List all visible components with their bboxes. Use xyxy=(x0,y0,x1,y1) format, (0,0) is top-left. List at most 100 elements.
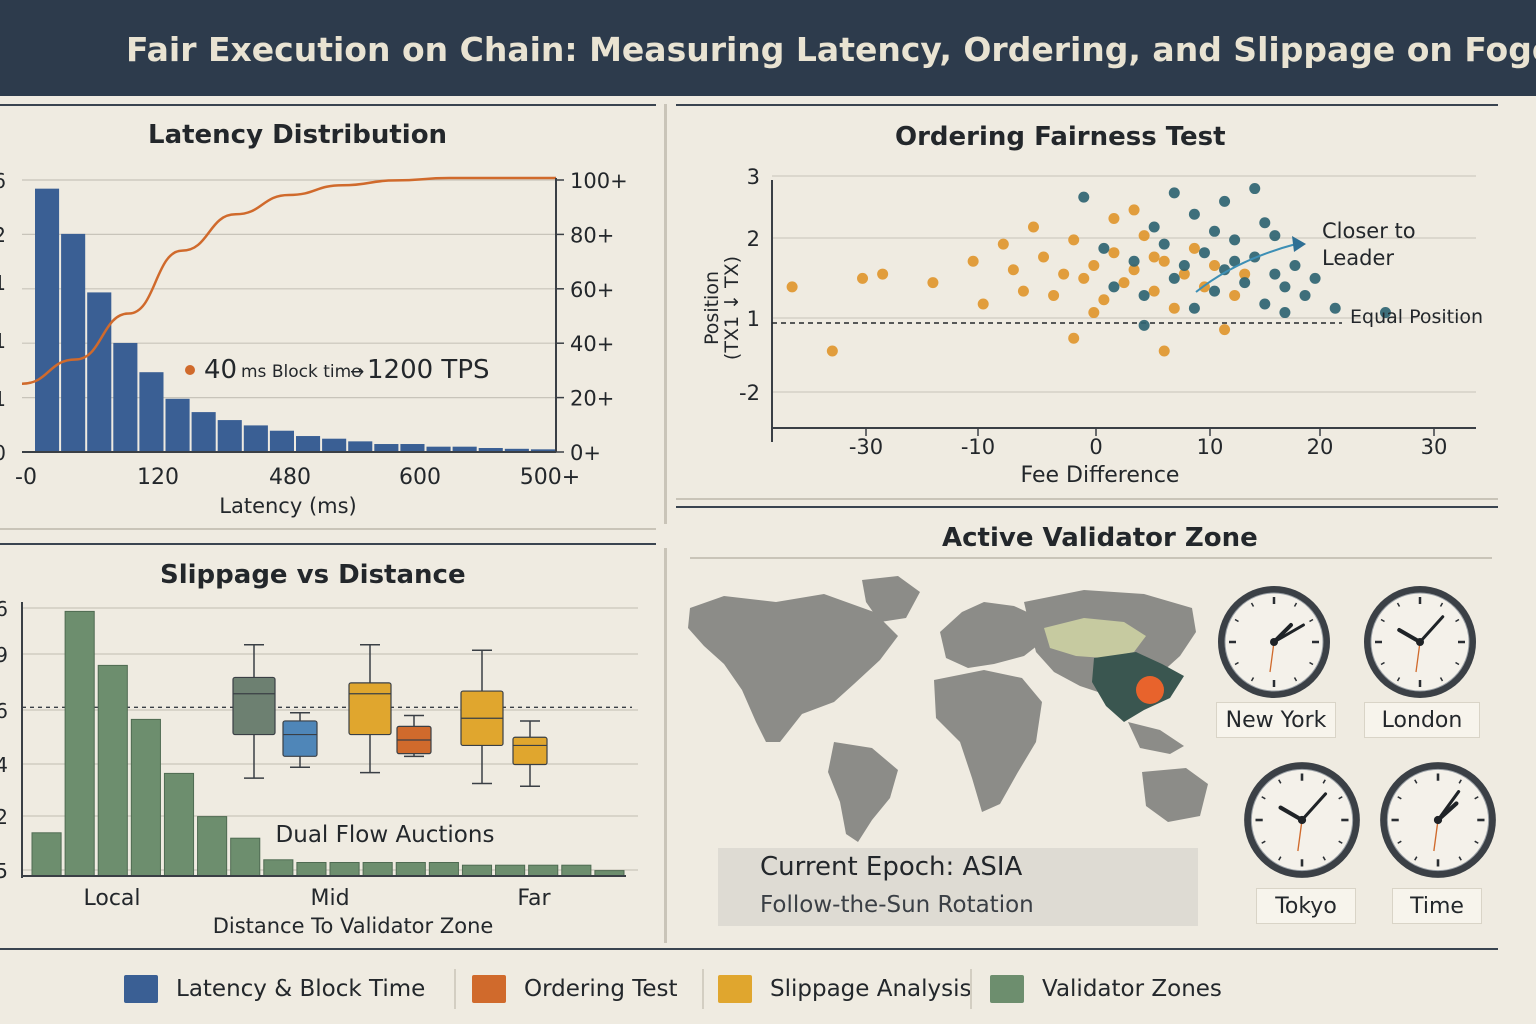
latency-bar xyxy=(478,448,503,452)
slippage-bar xyxy=(163,772,195,877)
scatter-point xyxy=(1148,221,1160,233)
clock-tick xyxy=(1261,796,1266,800)
latency-bar xyxy=(426,446,451,452)
clock-hour-hand xyxy=(1397,628,1422,644)
scatter-point xyxy=(1158,255,1170,267)
scatter-point xyxy=(1209,260,1221,272)
divider xyxy=(690,557,1492,559)
scatter-point xyxy=(1098,242,1110,254)
latency-bar xyxy=(217,420,242,452)
legend-label: Ordering Test xyxy=(524,976,678,1002)
callout-line-1: Closer to xyxy=(1322,219,1416,243)
clock-tick xyxy=(1380,618,1385,623)
annotation-label: Dual Flow Auctions xyxy=(276,822,495,848)
clock-tick xyxy=(1414,856,1418,861)
scatter-point xyxy=(1178,268,1190,280)
x-tick-label: Mid xyxy=(310,886,349,911)
x-tick-label: -0 xyxy=(15,465,37,490)
scatter-point xyxy=(1239,277,1251,289)
clock-tick xyxy=(1293,602,1298,607)
scatter-point xyxy=(1148,285,1160,297)
x-tick-label: 120 xyxy=(137,465,179,490)
callout-line-2: Leader xyxy=(1322,246,1394,270)
clock-center xyxy=(1416,638,1424,646)
scatter-point xyxy=(1219,264,1231,276)
header-bar: Fair Execution on Chain: Measuring Laten… xyxy=(0,0,1536,96)
y-tick-label: 6 xyxy=(0,597,8,621)
scatter-point xyxy=(877,268,889,280)
latency-bar xyxy=(191,412,216,452)
scatter-point xyxy=(1058,268,1070,280)
latency-title: Latency Distribution xyxy=(148,120,448,150)
scatter-point xyxy=(1138,230,1150,242)
latency-chart: 0 1 1 1 2 6 0+ 20+ 40+ 60+ 80+ 100+ -0 120 480 600 500… xyxy=(0,169,628,518)
scatter-point xyxy=(1188,208,1200,220)
clock-center xyxy=(1297,815,1307,825)
epoch-subtitle: Follow-the-Sun Rotation xyxy=(760,892,1034,918)
scatter-point xyxy=(1078,191,1090,203)
slippage-bar xyxy=(230,837,261,877)
scatter-point xyxy=(1038,251,1050,263)
scatter-point xyxy=(1158,238,1170,250)
x-tick-label: -10 xyxy=(961,435,995,459)
active-zone-highlight xyxy=(1044,618,1146,658)
clock-minute-hand xyxy=(1300,792,1328,822)
clock-tick xyxy=(1474,840,1479,844)
scatter-point xyxy=(1269,230,1281,242)
scatter-point xyxy=(1158,345,1170,357)
y-left-tick-label: 2 xyxy=(0,223,6,247)
scatter-point xyxy=(1128,204,1140,216)
y-right-tick-label: 0+ xyxy=(570,441,601,465)
y-axis-label-sub: (TX1 ↓ TX) xyxy=(721,256,743,360)
clock-minute-hand xyxy=(1436,790,1461,822)
scatter-point xyxy=(1048,289,1060,301)
legend-item-latency: Latency & Block Time xyxy=(124,967,425,1011)
divider xyxy=(676,498,1498,500)
clock-minute-hand xyxy=(1418,615,1445,644)
clock-tick xyxy=(1322,856,1326,861)
y-tick-label: 4 xyxy=(0,753,8,777)
latency-bar xyxy=(113,342,138,452)
legend: Latency & Block Time Ordering Test Slipp… xyxy=(0,955,1536,1024)
x-tick-label: 10 xyxy=(1197,435,1224,459)
clock-tick xyxy=(1261,840,1266,844)
x-tick-label: Far xyxy=(517,886,551,911)
scatter-point xyxy=(997,238,1009,250)
clock-tick xyxy=(1396,677,1401,682)
y-axis-label: Position xyxy=(701,271,723,345)
latency-bar xyxy=(269,430,294,452)
europe-shape xyxy=(940,602,1042,668)
scatter-point xyxy=(786,281,798,293)
clock-time xyxy=(1380,762,1496,878)
clock-tick xyxy=(1338,796,1343,800)
clock-tick xyxy=(1309,661,1314,666)
legend-separator xyxy=(702,969,704,1009)
scatter-point xyxy=(1098,294,1110,306)
y-right-tick-label: 80+ xyxy=(570,223,614,247)
latency-bar xyxy=(452,446,477,452)
x-tick-label: 480 xyxy=(269,465,311,490)
legend-label: Latency & Block Time xyxy=(176,976,426,1002)
boxplot-box xyxy=(512,736,548,766)
scatter-point xyxy=(1168,302,1180,314)
y-tick-label: 3 xyxy=(747,165,760,189)
ordering-title: Ordering Fairness Test xyxy=(895,122,1226,152)
boxplot-box xyxy=(348,682,392,736)
clock-tick xyxy=(1396,602,1401,607)
north-america-shape xyxy=(688,594,898,742)
scatter-point xyxy=(1379,307,1391,319)
legend-swatch xyxy=(718,975,752,1003)
scatter-point xyxy=(1068,234,1080,246)
scatter-point xyxy=(1219,195,1231,207)
slippage-bar xyxy=(31,832,62,877)
epoch-box: Current Epoch: ASIA Follow-the-Sun Rotat… xyxy=(718,848,1198,926)
slippage-chart: 6 9 6 4 2 5 Local Mid Far Dual Flow Auctions Di… xyxy=(0,597,638,938)
scatter-point xyxy=(1219,324,1231,336)
scatter-point xyxy=(1118,277,1130,289)
legend-separator xyxy=(970,969,972,1009)
latency-bar xyxy=(374,444,399,452)
scatter-point xyxy=(1108,212,1120,224)
latency-bar xyxy=(139,372,164,452)
scatter-point xyxy=(1279,281,1291,293)
clock-second-hand xyxy=(1297,819,1303,852)
